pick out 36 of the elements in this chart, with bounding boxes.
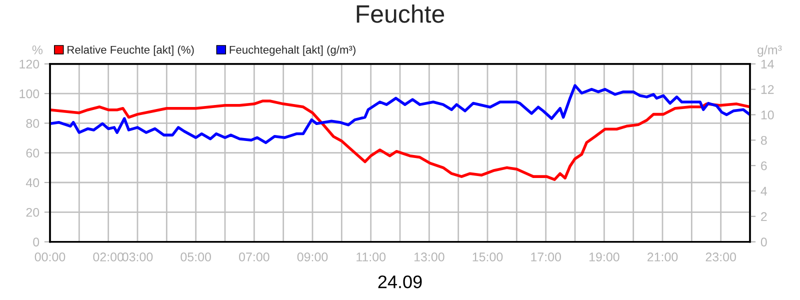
x-tick-label: 02:00 [93, 252, 124, 262]
y-axis-title: % [32, 46, 43, 54]
x-tick-label: 07:00 [239, 252, 270, 262]
y2-axis-title: g/m³ [758, 45, 782, 57]
line-series [50, 100, 750, 181]
y2-tick-label: 0 [760, 238, 767, 246]
chart-title: Feuchte [356, 4, 444, 23]
x-tick-label: 05:00 [180, 252, 211, 262]
y-tick-label: 60 [26, 148, 40, 158]
x-tick-label: 15:00 [472, 252, 503, 262]
y2-tick-label: 8 [760, 136, 767, 145]
y2-tick-label: 6 [761, 161, 767, 170]
legend-label: Relative Feuchte [akt] (%) [68, 46, 194, 56]
x-tick-label: 00:00 [34, 252, 66, 262]
x-tick-label: 09:00 [297, 252, 328, 262]
y-tick-label: 40 [26, 178, 40, 188]
y2-tick-label: 4 [760, 186, 768, 196]
y-tick-label: 120 [20, 60, 40, 69]
y-tick-label: 100 [20, 89, 40, 98]
y-tick-label: 20 [26, 208, 40, 217]
y2-tick-label: 10 [761, 110, 774, 120]
x-tick-label: 17:00 [531, 252, 561, 262]
x-tick-label: 21:00 [647, 252, 678, 262]
x-axis-title: 24.09 [378, 275, 422, 288]
x-tick-label: 11:00 [356, 252, 386, 262]
legend-label: Feuchtegehalt [akt] (g/m³) [230, 46, 356, 56]
x-tick-label: 23:00 [706, 252, 736, 262]
line-series [50, 84, 750, 144]
y2-tick-label: 14 [761, 60, 774, 68]
y2-tick-label: 2 [761, 212, 767, 221]
x-tick-label: 13:00 [414, 252, 444, 262]
x-tick-label: 03:00 [122, 252, 153, 262]
y-tick-label: 80 [26, 119, 40, 128]
x-tick-label: 19:00 [589, 252, 620, 262]
y-tick-label: 0 [33, 238, 40, 246]
y2-tick-label: 12 [761, 85, 774, 94]
